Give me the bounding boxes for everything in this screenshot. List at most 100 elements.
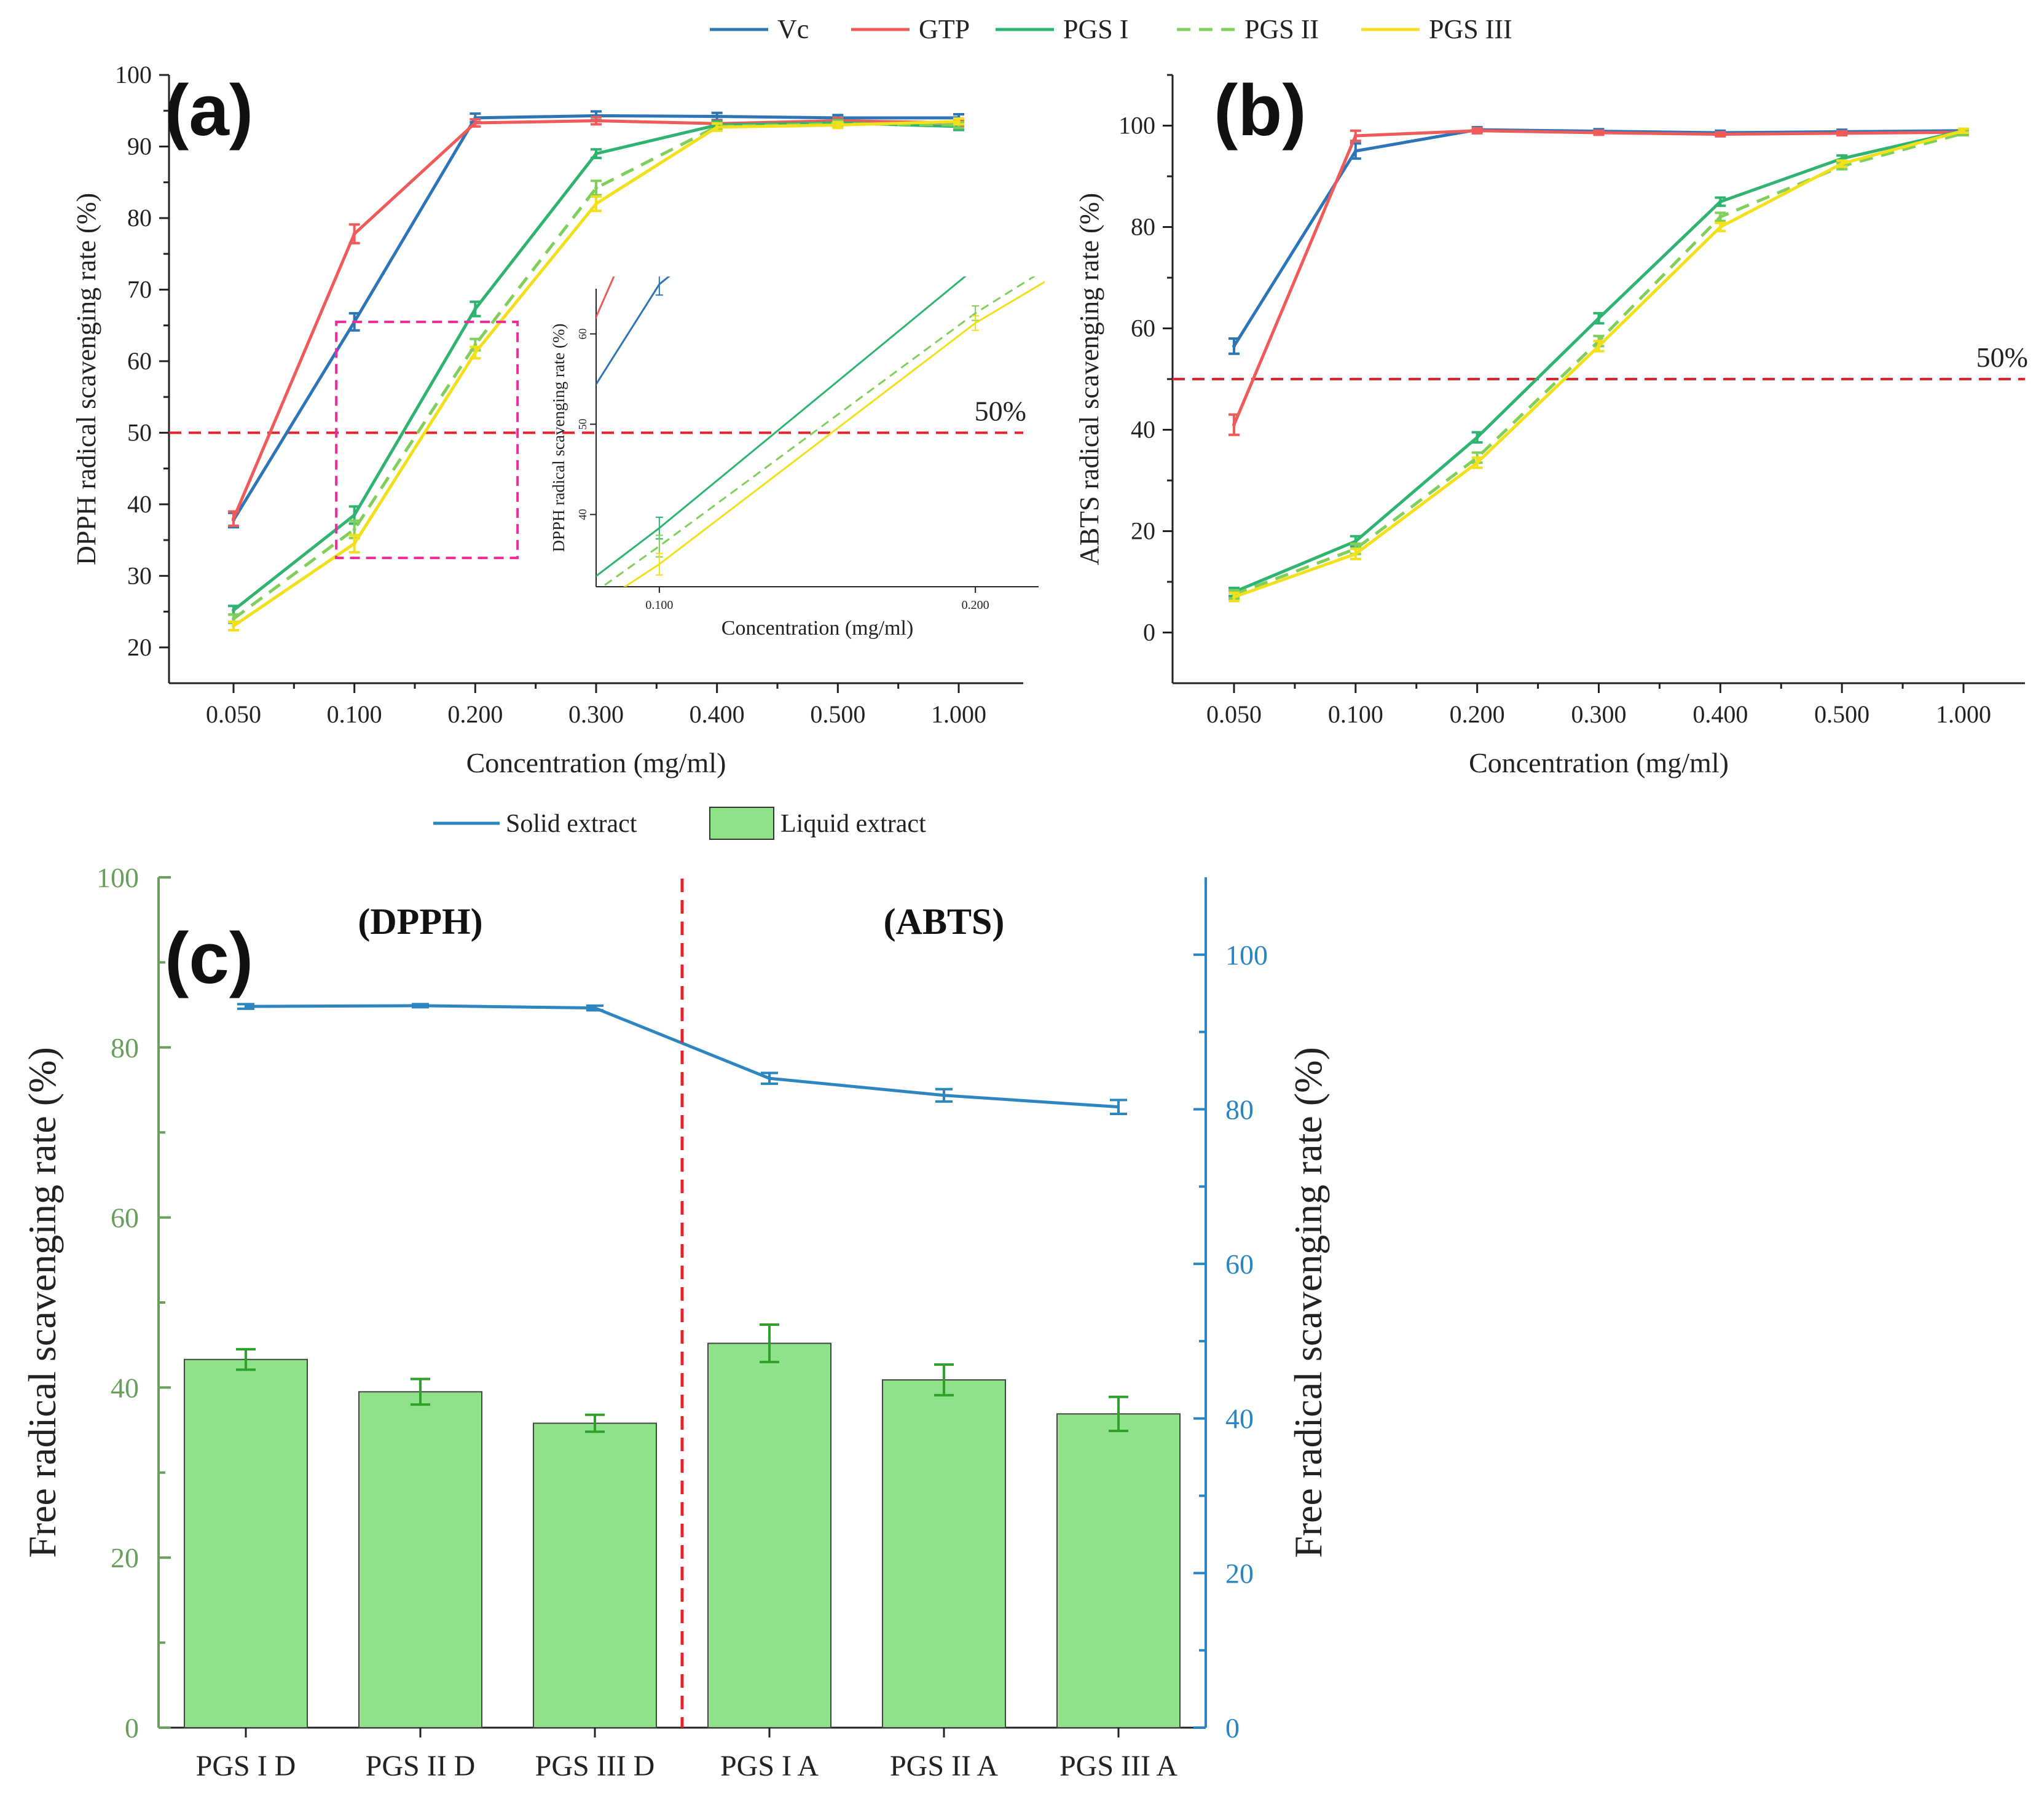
bar-pgs-i-a (707, 1342, 831, 1728)
data-point (1475, 128, 1479, 133)
line-error-bar (1110, 1099, 1127, 1115)
data-point (594, 186, 598, 190)
right-y-tick-label: 80 (1225, 1094, 1254, 1125)
y-tick-label: 90 (127, 132, 152, 160)
legend-label-gtp: GTP (919, 14, 970, 44)
data-point (1475, 435, 1479, 439)
x-tick-label: PGS II D (366, 1750, 476, 1782)
x-tick-label: 0.500 (810, 700, 865, 728)
right-y-tick-label: 40 (1225, 1403, 1254, 1435)
panel-c-bar-chart: Solid extract Liquid extract 0 20 40 60 80 100 0… (20, 807, 1330, 1782)
group-label-abts: (ABTS) (884, 901, 1005, 942)
data-point (1840, 162, 1844, 166)
data-point (1718, 132, 1723, 136)
panel-label-c: (c) (165, 918, 253, 999)
panel-b-abts-chart: 0.050 0.100 0.200 0.300 0.400 0.500 1.000 0 20 40… (1074, 70, 2028, 778)
data-point (352, 527, 356, 531)
left-y-tick-label: 20 (111, 1542, 139, 1573)
inset-y-tick-label: 50 (576, 418, 589, 429)
inset-x-axis-title: Concentration (mg/ml) (721, 617, 914, 640)
panel-label-a: (a) (165, 70, 253, 151)
x-tick-label: 0.200 (1450, 700, 1505, 728)
data-point (1962, 128, 1965, 133)
data-point (232, 624, 235, 628)
inset-chart: 0.100 0.200 40 50 60 Concentration (mg/ml) DPP… (549, 276, 1045, 640)
data-point (473, 307, 478, 311)
bar-error-bar (585, 1413, 605, 1433)
x-tick-label: 0.300 (568, 700, 624, 728)
x-tick-label: 0.050 (1206, 700, 1262, 728)
inset-error-bar (655, 276, 663, 296)
legend-label-pgs-iii: PGS III (1429, 14, 1512, 44)
data-point (232, 517, 235, 521)
right-y-tick-label: 0 (1225, 1712, 1240, 1744)
line-error-bar (237, 1003, 254, 1010)
y-axis-title: ABTS radical scavenging rate (%) (1074, 193, 1104, 565)
data-point (715, 125, 719, 130)
inset-error-bar (972, 315, 980, 331)
data-point (1232, 423, 1236, 427)
threshold-label: 50% (1976, 342, 2028, 373)
inset-x-tick-label: 0.200 (962, 598, 989, 612)
inset-series (596, 276, 1045, 587)
data-point (1232, 344, 1236, 348)
inset-x-tick-label: 0.100 (645, 598, 673, 612)
data-point (594, 202, 598, 206)
line-error-bar (761, 1071, 778, 1085)
inset-y-axis-title: DPPH radical scavenging rate (%) (549, 324, 568, 552)
x-tick-label: PGS II A (890, 1750, 998, 1782)
x-tick-label: 0.200 (447, 700, 503, 728)
inset-error-bar (655, 552, 663, 576)
right-y-tick-label: 20 (1225, 1557, 1254, 1589)
line-error-bar (935, 1087, 953, 1103)
data-point (1597, 131, 1601, 135)
data-point (352, 232, 356, 236)
inset-line-pgs-i (596, 276, 967, 578)
data-point (352, 541, 356, 546)
bar-error-bar (411, 1377, 430, 1406)
data-point (715, 114, 719, 119)
y-tick-label: 60 (1131, 315, 1155, 342)
data-point (473, 350, 478, 355)
left-y-tick-label: 100 (96, 862, 139, 893)
x-tick-label: 0.500 (1814, 700, 1869, 728)
series-pgs-iii (228, 117, 964, 632)
x-tick-label: 0.050 (206, 700, 261, 728)
y-tick-label: 60 (127, 347, 152, 375)
right-y-axis-title: Free radical scavenging rate (%) (1286, 1047, 1330, 1558)
data-point (1718, 225, 1723, 229)
left-y-tick-label: 40 (111, 1372, 139, 1403)
x-tick-label: 0.100 (1328, 700, 1383, 728)
inset-line-pgs-iii (623, 281, 1045, 587)
x-tick-label: 0.300 (1571, 700, 1627, 728)
line-error-bar (412, 1003, 429, 1009)
bar-error-bar (1109, 1395, 1128, 1432)
data-point (1353, 134, 1358, 138)
y-tick-label: 80 (127, 204, 152, 232)
data-point (352, 513, 356, 517)
y-tick-label: 40 (1131, 416, 1155, 444)
x-tick-label: 0.400 (1692, 700, 1748, 728)
data-point (836, 123, 840, 127)
data-point (1353, 552, 1358, 556)
data-point (1353, 149, 1358, 153)
y-tick-label: 20 (1131, 517, 1155, 545)
bar-error-bar (934, 1363, 954, 1397)
top-legend: Vc GTP PGS I PGS II PGS III (710, 14, 1512, 44)
y-tick-label: 50 (127, 418, 152, 446)
x-axis-title: Concentration (mg/ml) (466, 747, 726, 778)
legend-label-liquid-extract: Liquid extract (780, 810, 926, 838)
left-y-tick-label: 60 (111, 1202, 139, 1234)
data-point (1718, 200, 1723, 204)
left-y-axis-title: Free radical scavenging rate (%) (20, 1047, 64, 1558)
bar-pgs-ii-a (882, 1379, 1006, 1729)
bar-pgs-i-d (184, 1358, 308, 1728)
legend-label-pgs-i: PGS I (1063, 14, 1128, 44)
x-tick-label: 1.000 (1936, 700, 1991, 728)
bar-pgs-iii-d (533, 1422, 657, 1729)
legend-label-solid-extract: Solid extract (506, 810, 637, 838)
data-point (957, 119, 961, 123)
y-tick-label: 100 (115, 61, 152, 88)
x-tick-label: PGS III D (535, 1750, 655, 1782)
